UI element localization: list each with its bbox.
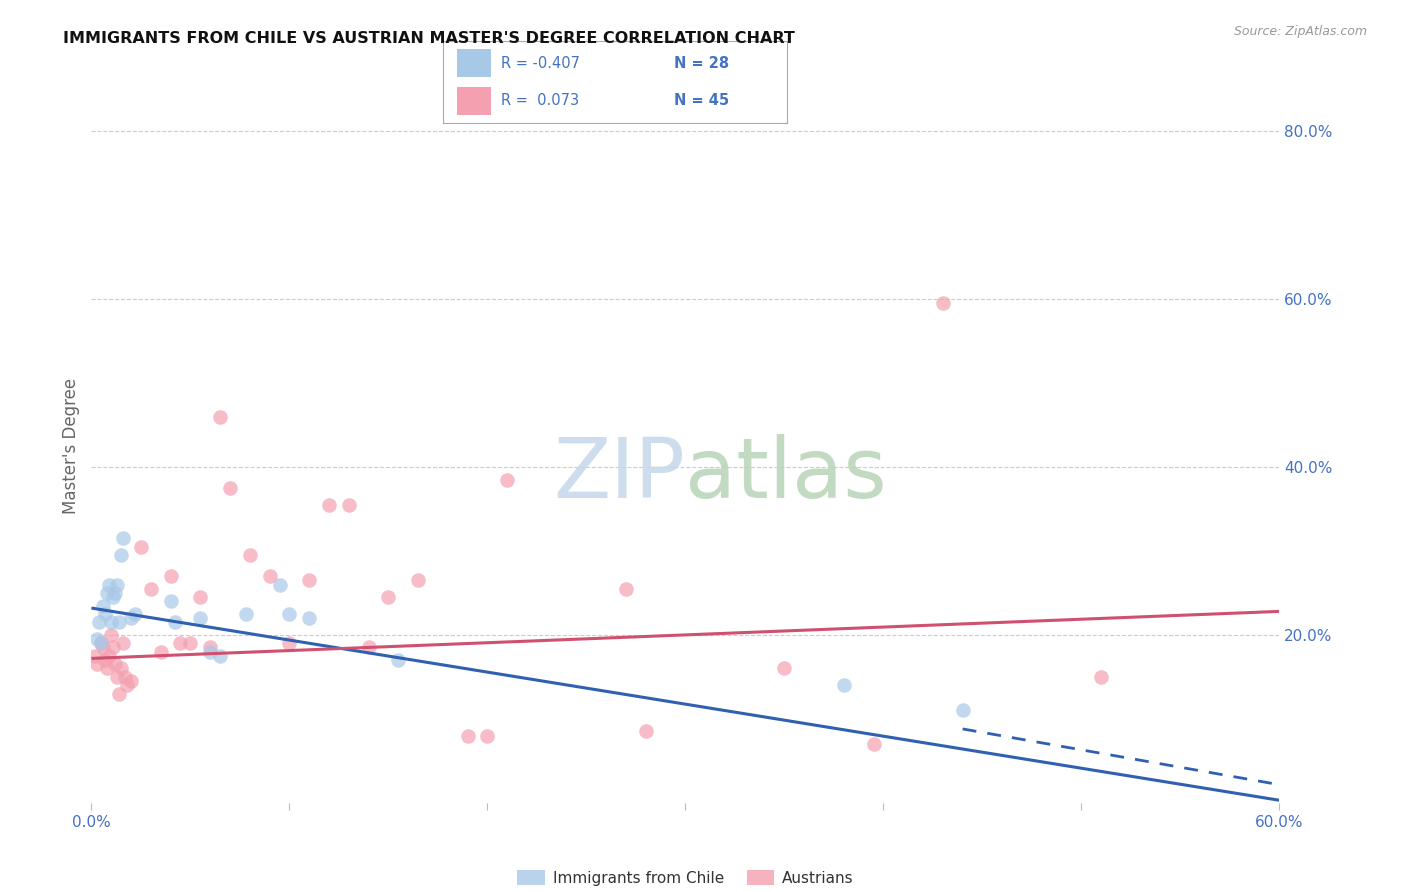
Point	[91, 599, 114, 613]
Point	[773, 661, 796, 675]
Point	[90, 636, 112, 650]
Y-axis label: Master's Degree: Master's Degree	[62, 378, 80, 514]
Point	[209, 409, 232, 424]
Point	[108, 687, 131, 701]
Point	[337, 498, 360, 512]
Text: ZIP: ZIP	[554, 434, 685, 515]
Point	[94, 653, 117, 667]
Point	[278, 636, 301, 650]
Point	[108, 615, 131, 630]
Point	[1090, 670, 1112, 684]
Point	[120, 674, 142, 689]
Text: IMMIGRANTS FROM CHILE VS AUSTRIAN MASTER'S DEGREE CORRELATION CHART: IMMIGRANTS FROM CHILE VS AUSTRIAN MASTER…	[63, 31, 796, 46]
Point	[84, 648, 107, 663]
Point	[112, 636, 135, 650]
Text: Source: ZipAtlas.com: Source: ZipAtlas.com	[1233, 25, 1367, 38]
Point	[159, 569, 181, 583]
Bar	[457, 87, 491, 115]
Point	[952, 703, 974, 717]
Point	[104, 657, 127, 672]
Text: R =  0.073: R = 0.073	[502, 94, 579, 109]
Point	[114, 670, 136, 684]
Point	[387, 653, 409, 667]
Point	[259, 569, 281, 583]
Point	[634, 724, 657, 739]
Legend: Immigrants from Chile, Austrians: Immigrants from Chile, Austrians	[512, 864, 859, 892]
Point	[278, 607, 301, 621]
Point	[89, 615, 111, 630]
Text: atlas: atlas	[685, 434, 887, 515]
Point	[98, 648, 121, 663]
Point	[377, 590, 399, 604]
Point	[188, 590, 211, 604]
Point	[318, 498, 340, 512]
Text: N = 28: N = 28	[673, 55, 728, 70]
Point	[862, 737, 884, 751]
Point	[163, 615, 186, 630]
Point	[139, 582, 162, 596]
Point	[235, 607, 257, 621]
Point	[169, 636, 191, 650]
Point	[209, 648, 232, 663]
Point	[101, 590, 124, 604]
Point	[96, 586, 118, 600]
Point	[120, 611, 142, 625]
Point	[100, 615, 122, 630]
Bar	[457, 49, 491, 77]
Point	[96, 661, 118, 675]
Point	[614, 582, 637, 596]
Point	[406, 574, 429, 588]
Point	[457, 729, 479, 743]
Point	[98, 577, 121, 591]
Point	[477, 729, 499, 743]
Point	[159, 594, 181, 608]
Text: N = 45: N = 45	[673, 94, 728, 109]
Point	[110, 661, 132, 675]
Point	[86, 632, 108, 646]
Point	[188, 611, 211, 625]
Point	[100, 628, 122, 642]
Point	[124, 607, 146, 621]
Point	[115, 678, 138, 692]
Point	[94, 607, 117, 621]
Point	[357, 640, 380, 655]
Point	[932, 296, 955, 310]
Point	[269, 577, 291, 591]
Point	[101, 640, 124, 655]
Point	[179, 636, 201, 650]
Point	[105, 670, 128, 684]
Point	[219, 481, 242, 495]
Text: R = -0.407: R = -0.407	[502, 55, 581, 70]
Point	[200, 645, 222, 659]
Point	[129, 540, 152, 554]
Point	[105, 577, 128, 591]
Point	[832, 678, 855, 692]
Point	[112, 532, 135, 546]
Point	[91, 640, 114, 655]
Point	[149, 645, 172, 659]
Point	[496, 473, 519, 487]
Point	[239, 548, 262, 562]
Point	[110, 548, 132, 562]
Point	[86, 657, 108, 672]
Point	[298, 611, 321, 625]
Point	[104, 586, 127, 600]
Point	[200, 640, 222, 655]
Point	[298, 574, 321, 588]
Point	[90, 636, 112, 650]
